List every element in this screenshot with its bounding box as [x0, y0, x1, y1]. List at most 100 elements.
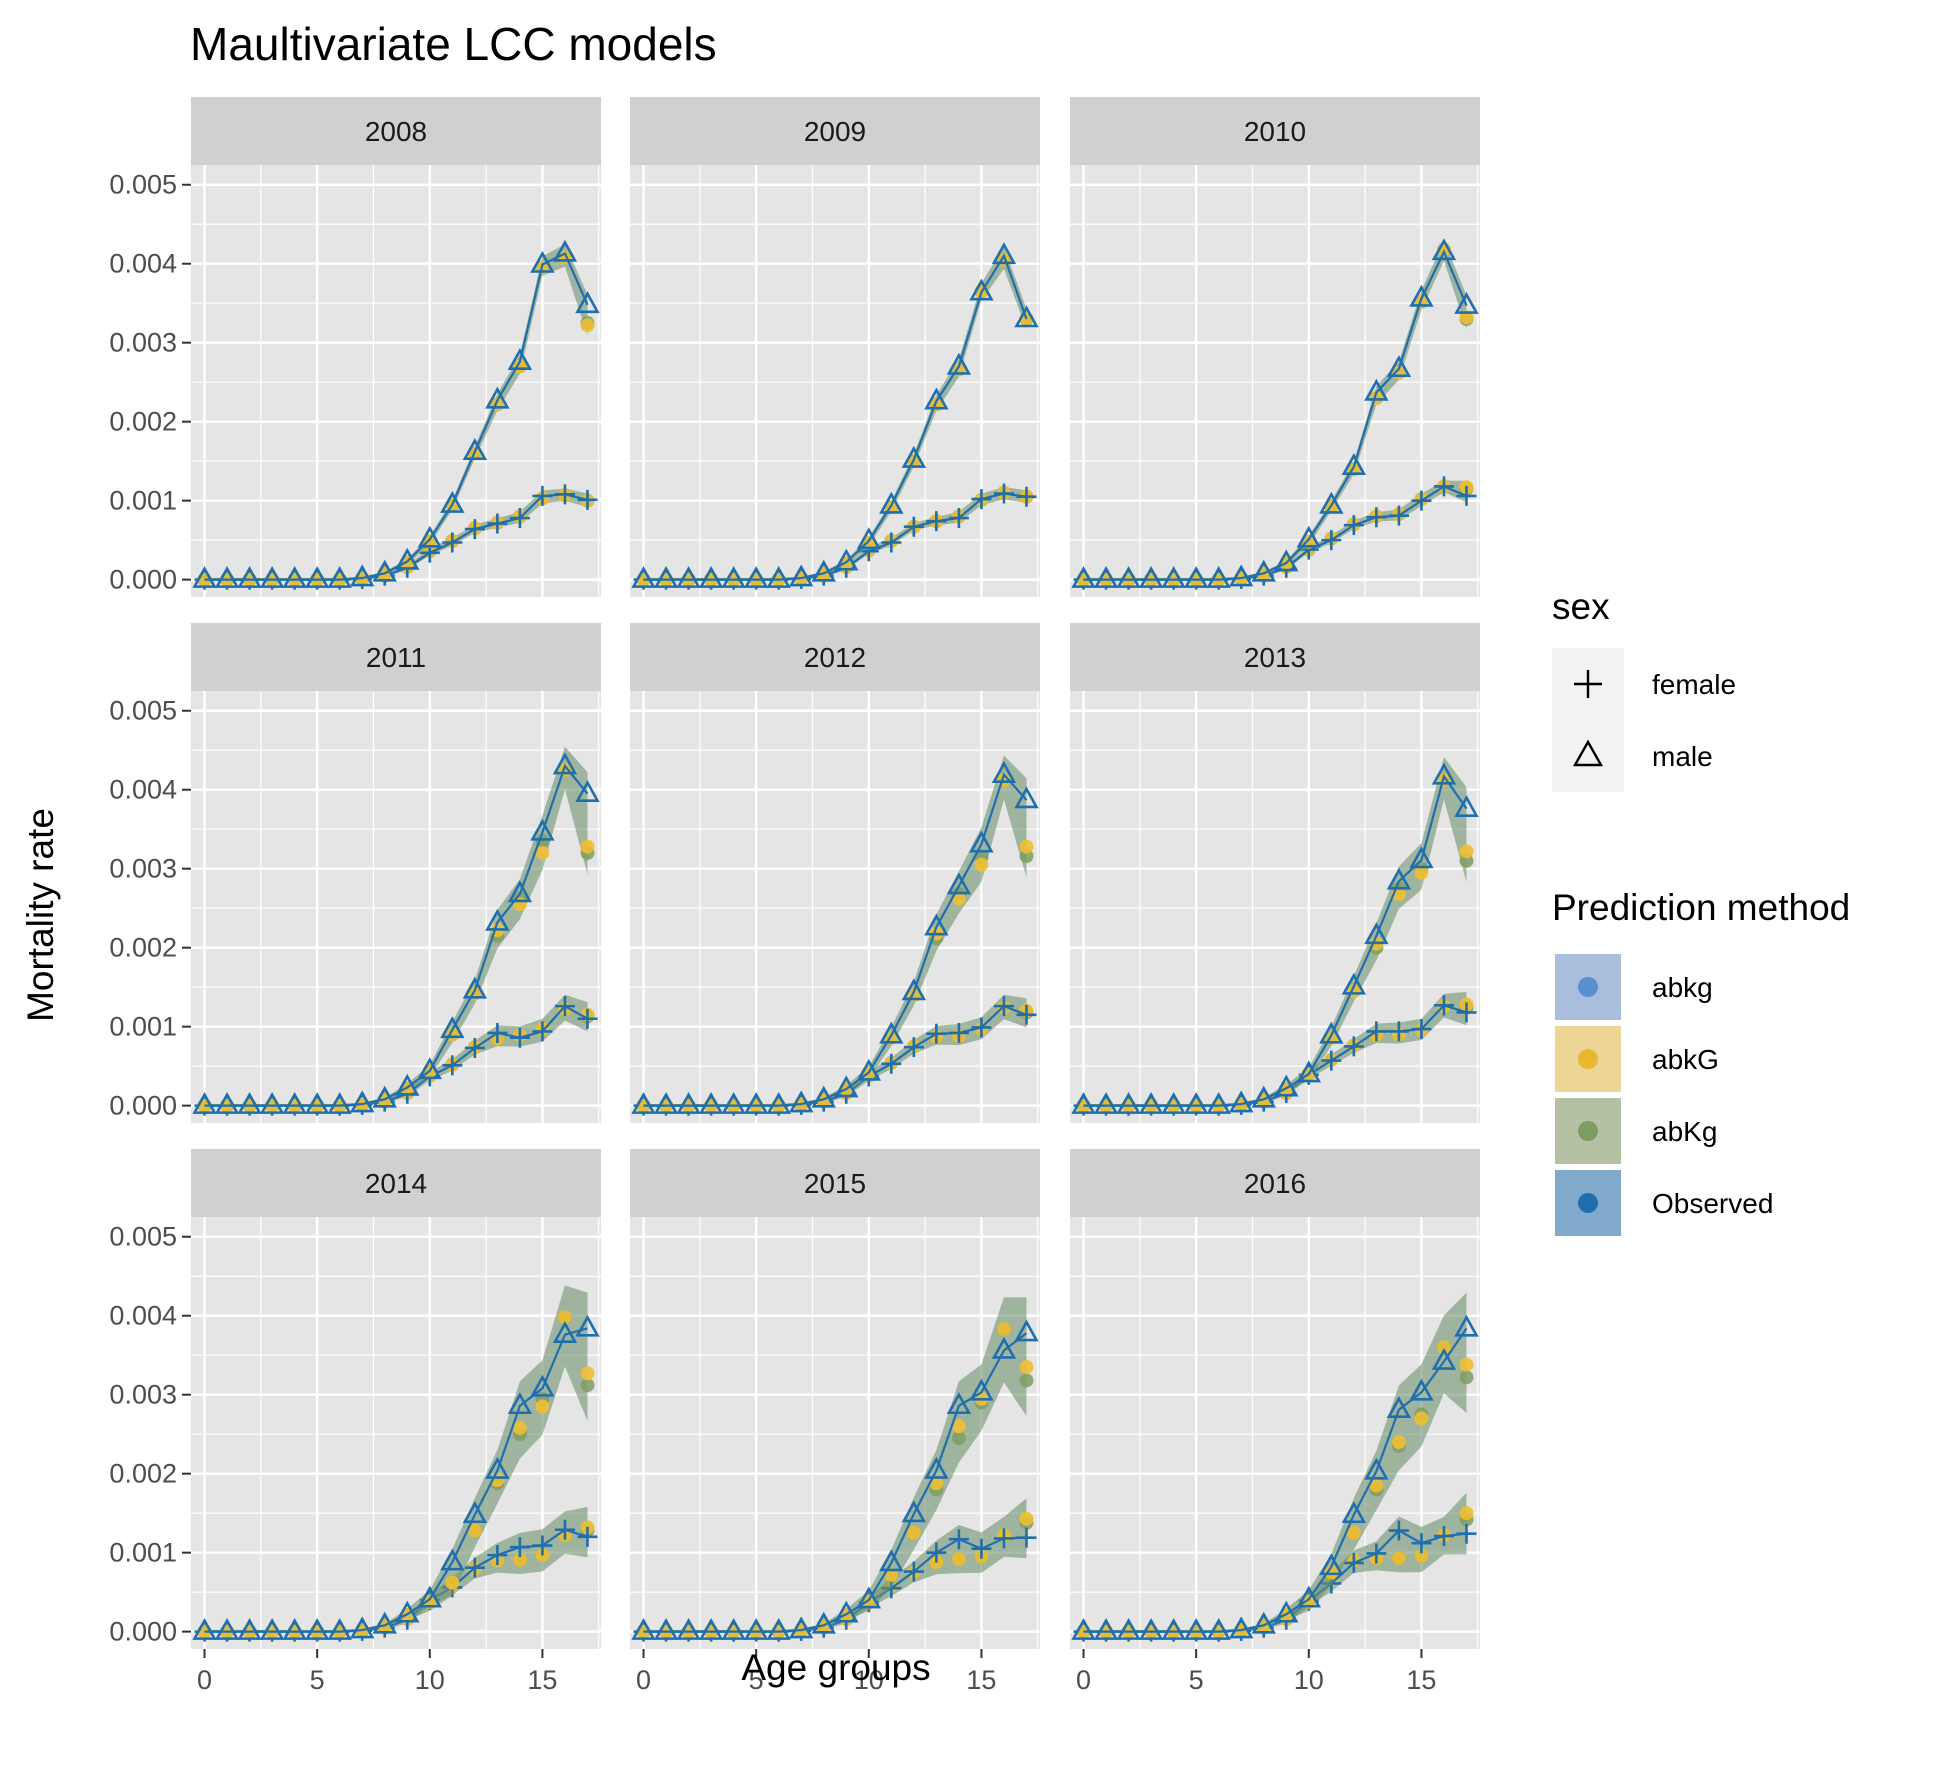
legend-label-abkG: abkG	[1652, 1044, 1719, 1075]
marker-male	[1093, 1091, 1119, 1114]
point-abkG-female	[1019, 1511, 1034, 1526]
marker-female	[1321, 1050, 1342, 1071]
point-abkG-male	[1019, 839, 1034, 854]
marker-male	[1319, 491, 1344, 514]
marker-female	[442, 1055, 463, 1076]
marker-male	[1014, 1319, 1039, 1342]
marker-male	[304, 1617, 330, 1640]
panel-2009: 2009	[630, 97, 1040, 597]
marker-female	[577, 489, 598, 510]
marker-female	[532, 1535, 553, 1556]
marker-male	[766, 565, 791, 588]
legend-label-abkg: abkg	[1652, 972, 1713, 1003]
marker-male	[653, 565, 679, 588]
y-tick-label: 0.004	[109, 249, 177, 279]
marker-male	[743, 1091, 769, 1114]
marker-male	[1183, 565, 1209, 588]
y-axis-title: Mortality rate	[20, 808, 61, 1022]
band-male	[204, 1285, 588, 1632]
marker-female	[1388, 1021, 1409, 1042]
marker-male	[676, 565, 701, 588]
marker-female	[554, 996, 575, 1017]
x-tick-label: 15	[1406, 1665, 1436, 1695]
marker-female	[1343, 515, 1364, 536]
marker-male	[924, 1456, 949, 1479]
marker-female	[1343, 1036, 1364, 1057]
marker-male	[462, 1501, 488, 1524]
marker-male	[1296, 1060, 1322, 1083]
marker-female	[532, 485, 553, 506]
marker-male	[698, 1091, 724, 1114]
marker-male	[1228, 564, 1254, 587]
marker-female	[948, 508, 969, 529]
marker-male	[879, 1549, 904, 1572]
legend-key-bg	[1552, 720, 1624, 792]
point-abkG-male	[535, 845, 550, 860]
marker-male	[1206, 1091, 1231, 1114]
marker-male	[214, 1091, 240, 1114]
y-tick-label: 0.000	[109, 1617, 177, 1647]
marker-female	[464, 519, 485, 540]
marker-male	[1341, 1501, 1367, 1524]
point-abkG-male	[422, 533, 437, 548]
strip-label: 2008	[365, 116, 427, 147]
marker-male	[575, 291, 600, 314]
marker-male	[327, 1091, 352, 1114]
marker-male	[1431, 762, 1457, 785]
marker-male	[879, 491, 904, 514]
marker-female	[1388, 1520, 1409, 1541]
strip-bg	[191, 1149, 601, 1217]
y-tick-label: 0.003	[109, 1380, 177, 1410]
marker-female	[993, 483, 1014, 504]
marker-male	[237, 1091, 262, 1114]
marker-female	[1456, 1002, 1477, 1023]
marker-female	[487, 513, 508, 534]
x-tick-label: 10	[1294, 1665, 1324, 1695]
point-abkG-male	[535, 1399, 550, 1414]
point-abKg-male	[1459, 1370, 1474, 1385]
marker-female	[1388, 505, 1409, 526]
marker-female	[509, 1027, 530, 1048]
y-tick-label: 0.003	[109, 854, 177, 884]
marker-female	[948, 1529, 969, 1550]
marker-male	[1251, 1085, 1276, 1108]
strip-bg	[630, 623, 1040, 691]
marker-female	[487, 1545, 508, 1566]
marker-female	[1321, 530, 1342, 551]
point-abkG-male	[467, 1523, 482, 1538]
strip-bg	[191, 97, 601, 165]
y-tick-label: 0.001	[109, 486, 177, 516]
marker-female	[1343, 1552, 1364, 1573]
legend-label-female: female	[1652, 669, 1736, 700]
marker-male	[507, 880, 533, 903]
marker-male	[1386, 355, 1412, 378]
legend-key-Observed	[1578, 1193, 1598, 1213]
marker-female	[464, 1557, 485, 1578]
marker-male	[856, 527, 882, 550]
line-observed-male	[643, 253, 1028, 581]
marker-male	[1138, 1617, 1164, 1640]
strip-label: 2013	[1244, 642, 1306, 673]
x-tick-label: 10	[415, 1665, 445, 1695]
point-abkG-male	[996, 1322, 1011, 1337]
marker-male	[1341, 453, 1367, 475]
marker-male	[901, 445, 927, 468]
marker-male	[440, 490, 465, 513]
panel-bg	[630, 165, 1040, 597]
point-abkG-male	[884, 1567, 899, 1582]
marker-female	[442, 532, 463, 553]
x-axis-title: Age groups	[741, 1647, 930, 1688]
point-abkG-female	[1391, 1551, 1406, 1566]
strip-label: 2011	[366, 642, 426, 673]
strip-bg	[191, 623, 601, 691]
panel-bg	[1070, 165, 1480, 597]
point-abkG-male	[861, 1594, 876, 1609]
point-abKg-male	[1019, 1373, 1034, 1388]
marker-male	[417, 1585, 443, 1608]
marker-male	[1093, 565, 1119, 588]
marker-male	[788, 1616, 814, 1639]
point-abkG-male	[1324, 1565, 1339, 1580]
y-tick-label: 0.002	[109, 933, 177, 963]
marker-male	[282, 565, 307, 588]
marker-male	[1228, 1616, 1254, 1639]
